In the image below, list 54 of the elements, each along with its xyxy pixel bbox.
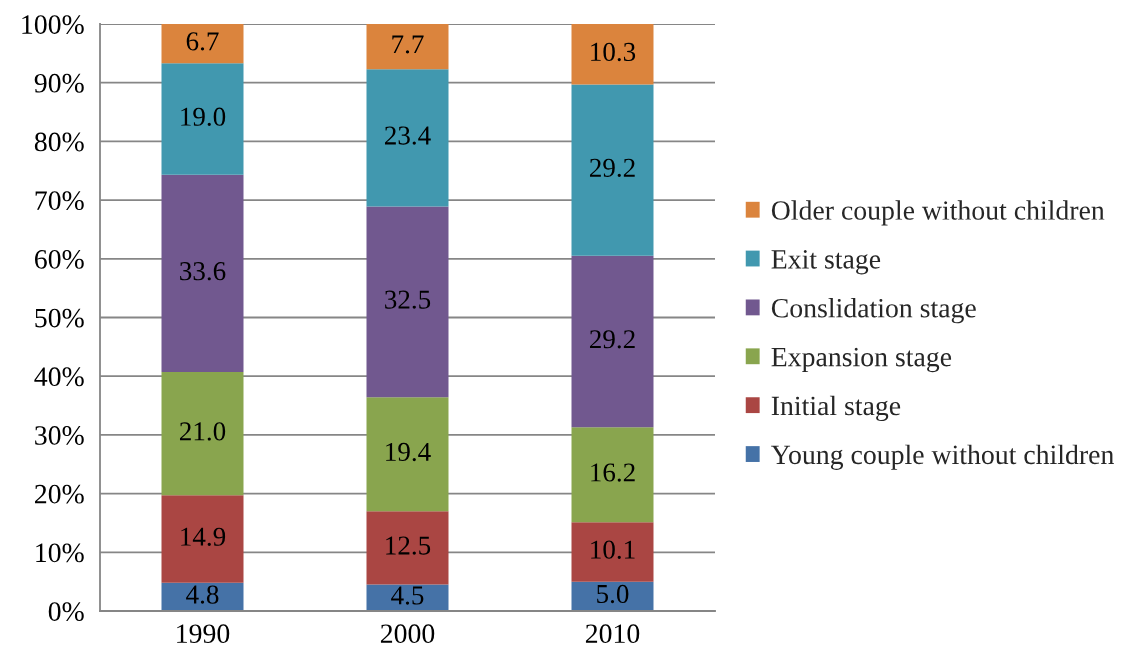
legend-label: Conslidation stage xyxy=(771,298,976,324)
legend-label: Initial stage xyxy=(771,395,901,422)
y-tick-label: 90% xyxy=(34,73,84,93)
y-tick-label: 0% xyxy=(48,602,84,621)
bar xyxy=(161,63,244,175)
data-label: 10.1 xyxy=(591,540,635,559)
bar xyxy=(366,69,449,207)
data-label: 14.9 xyxy=(181,527,226,546)
data-label: 29.2 xyxy=(589,330,635,349)
x-tick-label: 1990 xyxy=(177,624,230,644)
data-label: 19.4 xyxy=(386,442,431,462)
bar xyxy=(161,372,244,496)
bar xyxy=(366,206,449,398)
bar xyxy=(161,24,244,64)
y-tick-label: 10% xyxy=(36,543,84,563)
bar xyxy=(366,397,449,512)
data-label: 5.0 xyxy=(597,584,629,604)
y-tick-label: 100% xyxy=(22,15,84,34)
bar xyxy=(366,511,449,585)
data-label: 16.2 xyxy=(591,463,635,482)
data-label: 12.5 xyxy=(386,536,431,555)
bar xyxy=(161,495,244,583)
data-label: 32.5 xyxy=(385,290,431,309)
y-tick-label: 40% xyxy=(34,367,84,387)
x-tick-label: 2010 xyxy=(585,624,640,644)
bar xyxy=(571,255,654,428)
bar xyxy=(571,427,654,523)
y-tick-label: 80% xyxy=(34,132,84,152)
legend-label: Expansion stage xyxy=(771,347,952,373)
y-tick-label: 60% xyxy=(35,249,84,269)
y-tick-label: 50% xyxy=(35,308,84,328)
y-tick-label: 70% xyxy=(35,191,84,211)
data-label: 21.0 xyxy=(179,422,226,441)
x-tick-label: 2000 xyxy=(380,624,435,644)
data-label: 33.6 xyxy=(180,262,226,281)
bar xyxy=(366,24,449,70)
y-tick-label: 20% xyxy=(35,484,84,504)
bar xyxy=(161,582,244,611)
bar xyxy=(161,174,244,373)
bar xyxy=(571,24,654,85)
bar xyxy=(571,522,654,582)
data-label: 6.7 xyxy=(186,32,219,51)
data-label: 29.2 xyxy=(589,158,635,178)
data-label: 4.5 xyxy=(391,586,424,605)
legend-label: Exit stage xyxy=(771,250,881,275)
data-label: 23.4 xyxy=(384,126,431,145)
bar xyxy=(571,84,654,256)
legend-label: Young couple without children xyxy=(771,444,1114,470)
legend-label: Older couple without children xyxy=(771,200,1105,226)
data-label: 4.8 xyxy=(186,585,219,604)
y-tick-label: 30% xyxy=(35,426,84,445)
data-label: 19.0 xyxy=(181,107,226,126)
data-label: 10.3 xyxy=(591,42,636,62)
data-label: 7.7 xyxy=(392,35,424,54)
